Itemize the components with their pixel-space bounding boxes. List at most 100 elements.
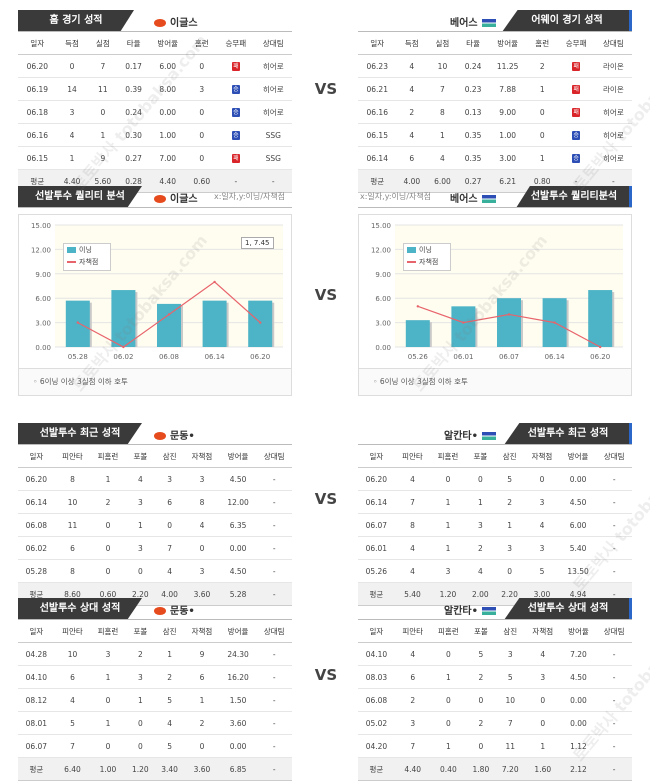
table-cell: - [596,642,632,666]
column-header: 포볼 [125,620,155,643]
earned-runs-point [507,313,511,316]
table-cell: - [256,642,292,666]
column-header: 상대팀 [254,32,292,55]
table-cell: 06.14 [358,490,395,514]
y-tick-label: 0.00 [375,344,391,352]
table-cell: 패 [217,146,255,170]
table-cell: 10 [54,490,91,514]
table-cell: 2 [90,490,126,514]
x-tick-label: 06.20 [590,353,610,361]
table-row: 06.21 4 7 0.23 7.88 1 패 라이온 [358,77,632,101]
table-cell: 히어로 [254,77,292,101]
table-row: 05.28 8 0 0 4 3 4.50- [18,559,292,583]
innings-swatch-icon [407,247,416,253]
home-quality-team: 이글스 [154,190,198,205]
table-cell: 11 [87,77,119,101]
bears-logo-icon [481,19,496,27]
table-cell: 06.16 [358,100,397,124]
away-quality-team: 베어스 [450,190,496,205]
table-cell: 3.60 [219,711,257,735]
table-cell: 5 [466,642,496,666]
x-tick-label: 06.08 [159,353,179,361]
table-cell: SSG [254,123,292,147]
table-cell: 7 [394,490,431,514]
table-cell: 10 [495,688,525,712]
legend-innings: 이닝 [419,246,432,254]
table-row: 08.12 4 0 1 5 1 1.50- [18,688,292,712]
table-cell: 0.60 [186,169,218,193]
legend-innings: 이닝 [79,246,92,254]
table-cell: 0 [526,123,558,147]
table-cell: 2 [154,665,185,689]
earned-runs-point [122,345,125,349]
table-cell: 4 [394,642,431,666]
table-cell: 0 [184,536,220,560]
table-cell: 0 [87,100,119,124]
earned-runs-point [416,305,419,308]
innings-bar [588,290,613,347]
table-row: 04.10 6 1 3 2 6 16.20- [18,665,292,689]
table-cell: 0 [90,513,126,537]
table-cell: 히어로 [254,54,292,78]
table-cell: 1 [125,513,155,537]
table-row: 04.20 7 1 0 11 1 1.12- [358,734,632,758]
table-cell: 0.27 [457,169,489,193]
column-header: 포볼 [466,620,496,643]
table-cell: - [596,665,632,689]
table-cell: 0 [430,467,466,491]
table-row: 05.26 4 3 4 0 5 13.50- [358,559,632,583]
table-cell: 3 [90,642,126,666]
table-cell: 2 [394,688,431,712]
column-header: 일자 [18,32,57,55]
table-cell: 7 [54,734,91,758]
innings-swatch-icon [67,247,76,253]
table-row: 06.20 8 1 4 3 3 4.50- [18,467,292,491]
table-cell: - [256,582,292,606]
table-cell: 1.00 [90,757,126,781]
loss-badge: 패 [572,108,581,117]
table-cell: 1.00 [149,123,187,147]
innings-bar [248,300,273,347]
column-header: 피홈런 [430,620,467,643]
table-cell: 0 [125,711,155,735]
table-row: 06.19 14 11 0.39 8.00 3 승 히어로 [18,77,292,101]
table-cell: 1 [430,536,466,560]
y-tick-label: 6.00 [35,295,51,303]
table-cell: 8 [394,513,431,537]
table-cell: 0 [186,100,218,124]
column-header: 일자 [358,32,397,55]
column-header: 상대팀 [256,620,292,643]
loss-badge: 패 [231,62,240,71]
column-header: 홈런 [526,32,558,55]
innings-bar [157,303,181,347]
table-cell: - [596,536,632,560]
home-pitcher-vs-name: 문동• [154,602,195,617]
innings-bar [111,290,136,347]
away-pitcher-vs-title: 선발투수 상대 성적 [504,598,632,620]
table-cell: 0.00 [149,100,187,124]
table-cell: 06.07 [18,734,55,758]
table-cell: 0 [186,146,218,170]
column-header: 포볼 [465,445,495,468]
table-cell: 5 [494,467,525,491]
table-cell: - [256,467,292,491]
table-cell: 4 [396,54,428,78]
column-header: 방어율 [559,445,597,468]
table-cell: - [596,688,632,712]
earned-runs-point [553,321,556,324]
away-record-panel: 베어스 어웨이 경기 성적 일자 득점 실점 타율 방어율 홈런 승무패 상대팀 06.23 4 1… [358,10,632,193]
table-cell: 2.00 [465,582,495,606]
table-cell: 4 [125,467,155,491]
table-cell: 8 [54,467,91,491]
table-cell: 1 [430,734,467,758]
win-badge: 승 [572,154,581,163]
table-cell: 히어로 [594,123,632,147]
table-cell: 05.26 [358,559,395,583]
y-tick-label: 15.00 [31,222,51,230]
table-cell: 5.40 [394,582,431,606]
table-cell: 0 [186,123,218,147]
column-header: 피홈런 [90,445,126,468]
table-cell: 0 [90,559,126,583]
table-cell: 9 [87,146,119,170]
table-cell: 04.28 [18,642,55,666]
